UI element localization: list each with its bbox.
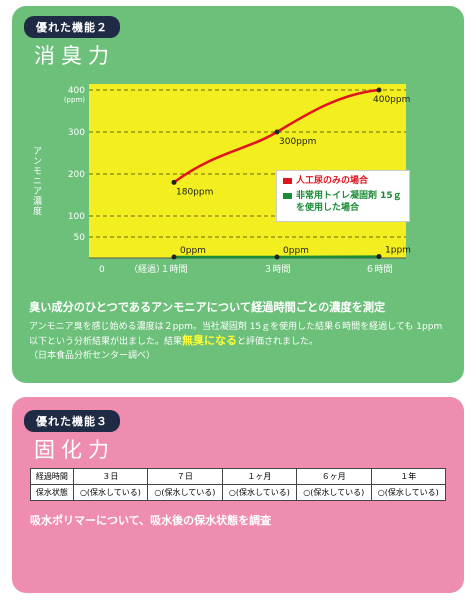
y-tick-label: 200 — [68, 170, 85, 180]
legend-item-green: 非常用トイレ凝固剤 15ｇを使用した場合 — [283, 190, 403, 214]
chart-legend: 人工尿のみの場合 非常用トイレ凝固剤 15ｇを使用した場合 — [277, 171, 409, 221]
body-prefix: アンモニア臭を感じ始める濃度は２ppm。当社凝固剤 15ｇを使用した結果６時間を… — [29, 322, 443, 347]
data-label-green: 1ppm — [385, 246, 411, 256]
x-tick-label: ６時間 — [365, 264, 392, 275]
description-heading: 臭い成分のひとつであるアンモニアについて経過時間ごとの濃度を測定 — [29, 301, 386, 314]
body-source: （日本食品分析センター調べ） — [29, 351, 156, 361]
section-label: 優れた機能３ — [24, 410, 120, 432]
y-tick-label: 50 — [74, 233, 86, 243]
x-tick-label: ３時間 — [263, 264, 290, 275]
y-axis-title: アンモニア濃度 — [31, 146, 42, 216]
y-tick-label: 300 — [68, 128, 85, 138]
data-point-green — [376, 254, 382, 260]
data-point-green — [274, 254, 280, 260]
description-body: アンモニア臭を感じ始める濃度は２ppm。当社凝固剤 15ｇを使用した結果６時間を… — [29, 320, 454, 363]
table-header-cell: ６ヶ月 — [296, 468, 372, 485]
table-header-row: 経過時間 ３日 ７日 １ヶ月 ６ヶ月 １年 — [30, 468, 447, 485]
table-cell: ○(保水している) — [72, 484, 149, 501]
data-label-red: 300ppm — [279, 137, 316, 147]
legend-item-red: 人工尿のみの場合 — [283, 175, 403, 187]
x-prefix-label: （経過） — [129, 263, 165, 275]
table-cell: ○(保水している) — [296, 484, 372, 501]
legend-text-green: 非常用トイレ凝固剤 15ｇを使用した場合 — [296, 191, 402, 213]
table-header-cell: ７日 — [147, 468, 223, 485]
table-row-label: 保水状態 — [30, 484, 74, 501]
data-point-red — [274, 129, 280, 135]
legend-text-red: 人工尿のみの場合 — [296, 176, 369, 186]
y-tick-label: 100 — [68, 212, 85, 222]
ammonia-chart: 400 300 200 100 50 (ppm) アンモニア濃度 0 （経過） １時間 ３時間 ６時間… — [22, 76, 446, 288]
y-unit-label: (ppm) — [64, 96, 85, 104]
data-label-red: 180ppm — [176, 187, 213, 197]
water-retention-table: 経過時間 ３日 ７日 １ヶ月 ６ヶ月 １年 保水状態 ○(保水している) ○(保… — [30, 468, 447, 501]
x-origin-label: 0 — [99, 265, 105, 275]
data-point-green — [171, 254, 177, 260]
table-cell: ○(保水している) — [147, 484, 223, 501]
legend-swatch-green — [283, 193, 292, 199]
retention-note: 吸水ポリマーについて、吸水後の保水状態を調査 — [30, 514, 272, 527]
table-row: 保水状態 ○(保水している) ○(保水している) ○(保水している) ○(保水し… — [30, 484, 447, 501]
table-header-cell: ３日 — [72, 468, 149, 485]
body-highlight: 無臭になる — [182, 334, 238, 347]
section-title: 固化力 — [34, 438, 115, 462]
section-title: 消臭力 — [34, 44, 115, 68]
data-label-red: 400ppm — [373, 95, 410, 105]
table-cell: ○(保水している) — [221, 484, 298, 501]
table-cell: ○(保水している) — [370, 484, 447, 501]
data-label-green: 0ppm — [180, 246, 206, 256]
y-tick-label: 400 — [68, 86, 85, 96]
table-header-cell: １ヶ月 — [221, 468, 298, 485]
body-suffix: と評価されました。 — [237, 337, 319, 347]
data-label-green: 0ppm — [283, 246, 309, 256]
table-header-cell: 経過時間 — [30, 468, 74, 485]
data-point-red — [171, 179, 177, 185]
data-point-red — [376, 87, 382, 93]
table-header-cell: １年 — [370, 468, 447, 485]
section-label: 優れた機能２ — [24, 16, 120, 38]
x-tick-label: １時間 — [160, 264, 187, 275]
legend-swatch-red — [283, 178, 292, 184]
